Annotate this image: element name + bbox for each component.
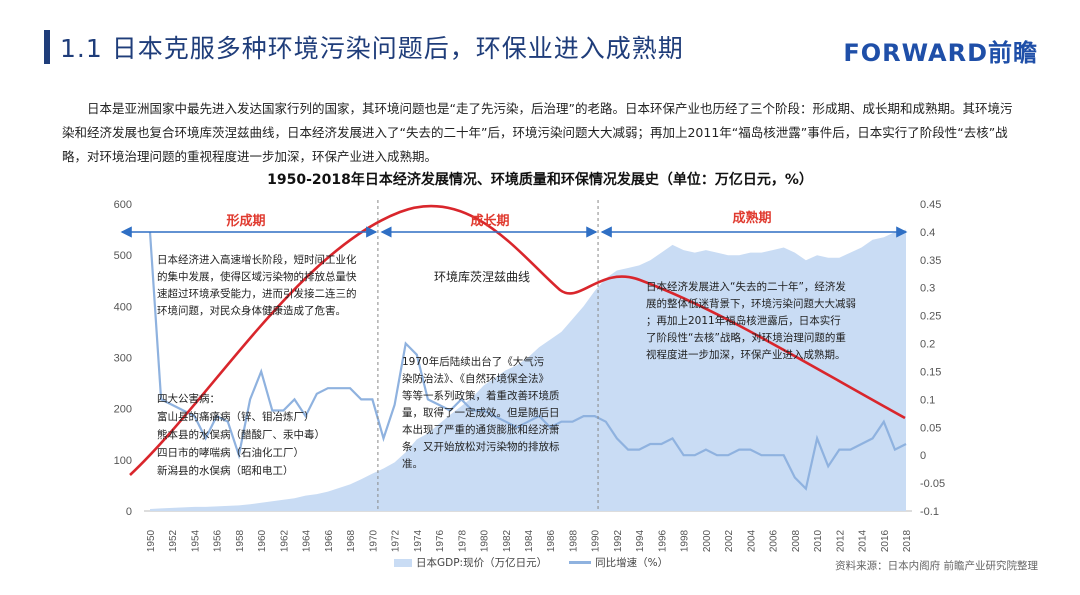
x-tick-label: 1970 bbox=[368, 529, 379, 552]
annotation-formation: 日本经济进入高速增长阶段，短时间工业化的集中发展，使得区域污染物的排放总量快速超… bbox=[157, 253, 357, 317]
x-tick-label: 1980 bbox=[480, 529, 491, 552]
x-tick-label: 2016 bbox=[880, 529, 891, 552]
phase-label: 形成期 bbox=[226, 213, 265, 229]
x-tick-label: 1988 bbox=[568, 529, 579, 552]
x-tick-label: 2012 bbox=[835, 529, 846, 552]
x-tick-label: 1992 bbox=[613, 529, 624, 552]
x-tick-label: 1954 bbox=[190, 529, 201, 552]
x-tick-label: 1956 bbox=[213, 529, 224, 552]
kuznets-label: 环境库茨涅兹曲线 bbox=[434, 269, 530, 284]
y-left-tick-label: 100 bbox=[114, 455, 132, 467]
x-tick-label: 1998 bbox=[680, 529, 691, 552]
gdp-area-series bbox=[150, 229, 906, 511]
y-right-tick-label: 0.15 bbox=[920, 366, 941, 378]
y-right-tick-label: 0.25 bbox=[920, 311, 941, 323]
source-note: 资料来源：日本内阁府 前瞻产业研究院整理 bbox=[835, 560, 1038, 572]
x-tick-label: 2006 bbox=[769, 529, 780, 552]
annotation-line: 环境问题，对民众身体健康造成了危害。 bbox=[157, 304, 346, 317]
annotation-line: 熊本县的水俣病（醋酸厂、汞中毒） bbox=[157, 428, 325, 441]
x-tick-label: 2014 bbox=[858, 529, 869, 552]
legend-swatch-growth bbox=[569, 561, 592, 564]
y-left-tick-label: 500 bbox=[114, 250, 132, 262]
brand-logo: FORWARD前瞻 bbox=[843, 39, 1038, 67]
x-tick-label: 1994 bbox=[635, 529, 646, 552]
x-tick-label: 2002 bbox=[724, 529, 735, 552]
annotation-line: 日本经济进入高速增长阶段，短时间工业化 bbox=[157, 253, 357, 266]
x-tick-label: 1990 bbox=[591, 529, 602, 552]
y-right-tick-label: -0.1 bbox=[920, 506, 939, 518]
x-tick-label: 2008 bbox=[791, 529, 802, 552]
y-right-tick-label: 0.05 bbox=[920, 422, 941, 434]
x-tick-label: 1974 bbox=[413, 529, 424, 552]
phase-label: 成熟期 bbox=[732, 210, 771, 226]
x-tick-label: 1996 bbox=[657, 529, 668, 552]
y-right-tick-label: 0 bbox=[920, 450, 926, 462]
x-tick-label: 1952 bbox=[168, 529, 179, 552]
page-title: 1.1 日本克服多种环境污染问题后，环保业进入成熟期 bbox=[60, 34, 684, 63]
x-tick-label: 1960 bbox=[257, 529, 268, 552]
x-tick-label: 1964 bbox=[302, 529, 313, 552]
annotation-line: 速超过环境承受能力，进而引发接二连三的 bbox=[157, 287, 357, 300]
y-right-tick-label: 0.1 bbox=[920, 394, 935, 406]
annotation-line: 四大公害病： bbox=[157, 392, 220, 405]
x-tick-label: 1978 bbox=[457, 529, 468, 552]
intro-paragraph: 日本是亚洲国家中最先进入发达国家行列的国家，其环境问题也是“走了先污染，后治理”… bbox=[62, 101, 1013, 164]
annotation-line: 日本经济发展进入“失去的二十年”，经济发 bbox=[646, 280, 846, 293]
y-left-tick-label: 400 bbox=[114, 301, 132, 313]
annotation-line: 等等一系列政策，着重改善环境质 bbox=[402, 389, 560, 402]
annotation-growth: 1970年后陆续出台了《大气污染防治法》、《自然环境保全法》等等一系列政策，着重… bbox=[402, 355, 560, 470]
annotation-line: 展的整体低迷背景下，环境污染问题大大减弱 bbox=[646, 297, 856, 310]
y-left-tick-label: 200 bbox=[114, 404, 132, 416]
growth-rate-line bbox=[148, 231, 907, 491]
phase-label: 成长期 bbox=[470, 213, 509, 229]
y-left-tick-label: 600 bbox=[114, 199, 132, 211]
x-tick-label: 1950 bbox=[146, 529, 157, 552]
legend-label-growth: 同比增速（%） bbox=[595, 557, 669, 569]
x-tick-label: 2000 bbox=[702, 529, 713, 552]
annotation-line: 染防治法》、《自然环境保全法》 bbox=[402, 372, 549, 385]
annotation-line: ；再加上2011年福岛核泄露后，日本实行 bbox=[646, 314, 841, 327]
legend-swatch-gdp bbox=[394, 558, 412, 567]
annotation-pollution-diseases: 四大公害病： 富山县的痛痛病（锌、钼冶炼厂） 熊本县的水俣病（醋酸厂、汞中毒） 四日市… bbox=[157, 392, 325, 477]
y-right-tick-label: -0.05 bbox=[920, 478, 945, 490]
x-tick-label: 1976 bbox=[435, 529, 446, 552]
x-tick-label: 2010 bbox=[813, 529, 824, 552]
annotation-maturity: 日本经济发展进入“失去的二十年”，经济发展的整体低迷背景下，环境污染问题大大减弱… bbox=[646, 280, 856, 361]
x-tick-label: 1966 bbox=[324, 529, 335, 552]
x-tick-label: 1982 bbox=[502, 529, 513, 552]
x-tick-label: 1968 bbox=[346, 529, 357, 552]
annotation-line: 四日市的哮喘病（石油化工厂） bbox=[157, 446, 304, 459]
x-tick-label: 1986 bbox=[546, 529, 557, 552]
annotation-line: 了阶段性“去核”战略，对环境治理问题的重 bbox=[646, 331, 846, 344]
chart-legend: 日本GDP:现价（万亿日元） 同比增速（%） bbox=[394, 555, 668, 570]
y-right-tick-label: 0.45 bbox=[920, 199, 941, 211]
annotation-line: 新潟县的水俣病（昭和电工） bbox=[157, 464, 294, 477]
y-right-tick-label: 0.35 bbox=[920, 255, 941, 267]
annotation-line: 本出现了严重的通货膨胀和经济萧 bbox=[402, 423, 560, 436]
annotation-line: 富山县的痛痛病（锌、钼冶炼厂） bbox=[157, 410, 315, 423]
y-right-tick-label: 0.4 bbox=[920, 227, 935, 239]
x-tick-label: 1972 bbox=[391, 529, 402, 552]
annotation-line: 1970年后陆续出台了《大气污 bbox=[402, 355, 545, 368]
y-left-tick-label: 300 bbox=[114, 353, 132, 365]
x-tick-label: 2018 bbox=[902, 529, 913, 552]
y-left-tick-label: 0 bbox=[126, 506, 132, 518]
x-tick-label: 2004 bbox=[746, 529, 757, 552]
kuznets-curve bbox=[129, 204, 906, 476]
chart-title: 1950-2018年日本经济发展情况、环境质量和环保情况发展史（单位：万亿日元，… bbox=[267, 172, 813, 188]
x-tick-label: 1984 bbox=[524, 529, 535, 552]
y-right-tick-label: 0.3 bbox=[920, 283, 935, 295]
annotation-line: 条，又开始放松对污染物的排放标 bbox=[402, 440, 560, 453]
annotation-line: 准。 bbox=[402, 458, 423, 470]
x-tick-label: 1958 bbox=[235, 529, 246, 552]
y-right-tick-label: 0.2 bbox=[920, 339, 935, 351]
annotation-line: 视程度进一步加深，环保产业进入成熟期。 bbox=[646, 348, 846, 361]
title-accent-bar bbox=[44, 30, 50, 64]
annotation-line: 量，取得了一定成效。但是随后日 bbox=[402, 406, 560, 419]
legend-label-gdp: 日本GDP:现价（万亿日元） bbox=[416, 557, 548, 569]
x-tick-label: 1962 bbox=[279, 529, 290, 552]
annotation-line: 的集中发展，使得区域污染物的排放总量快 bbox=[157, 270, 357, 283]
